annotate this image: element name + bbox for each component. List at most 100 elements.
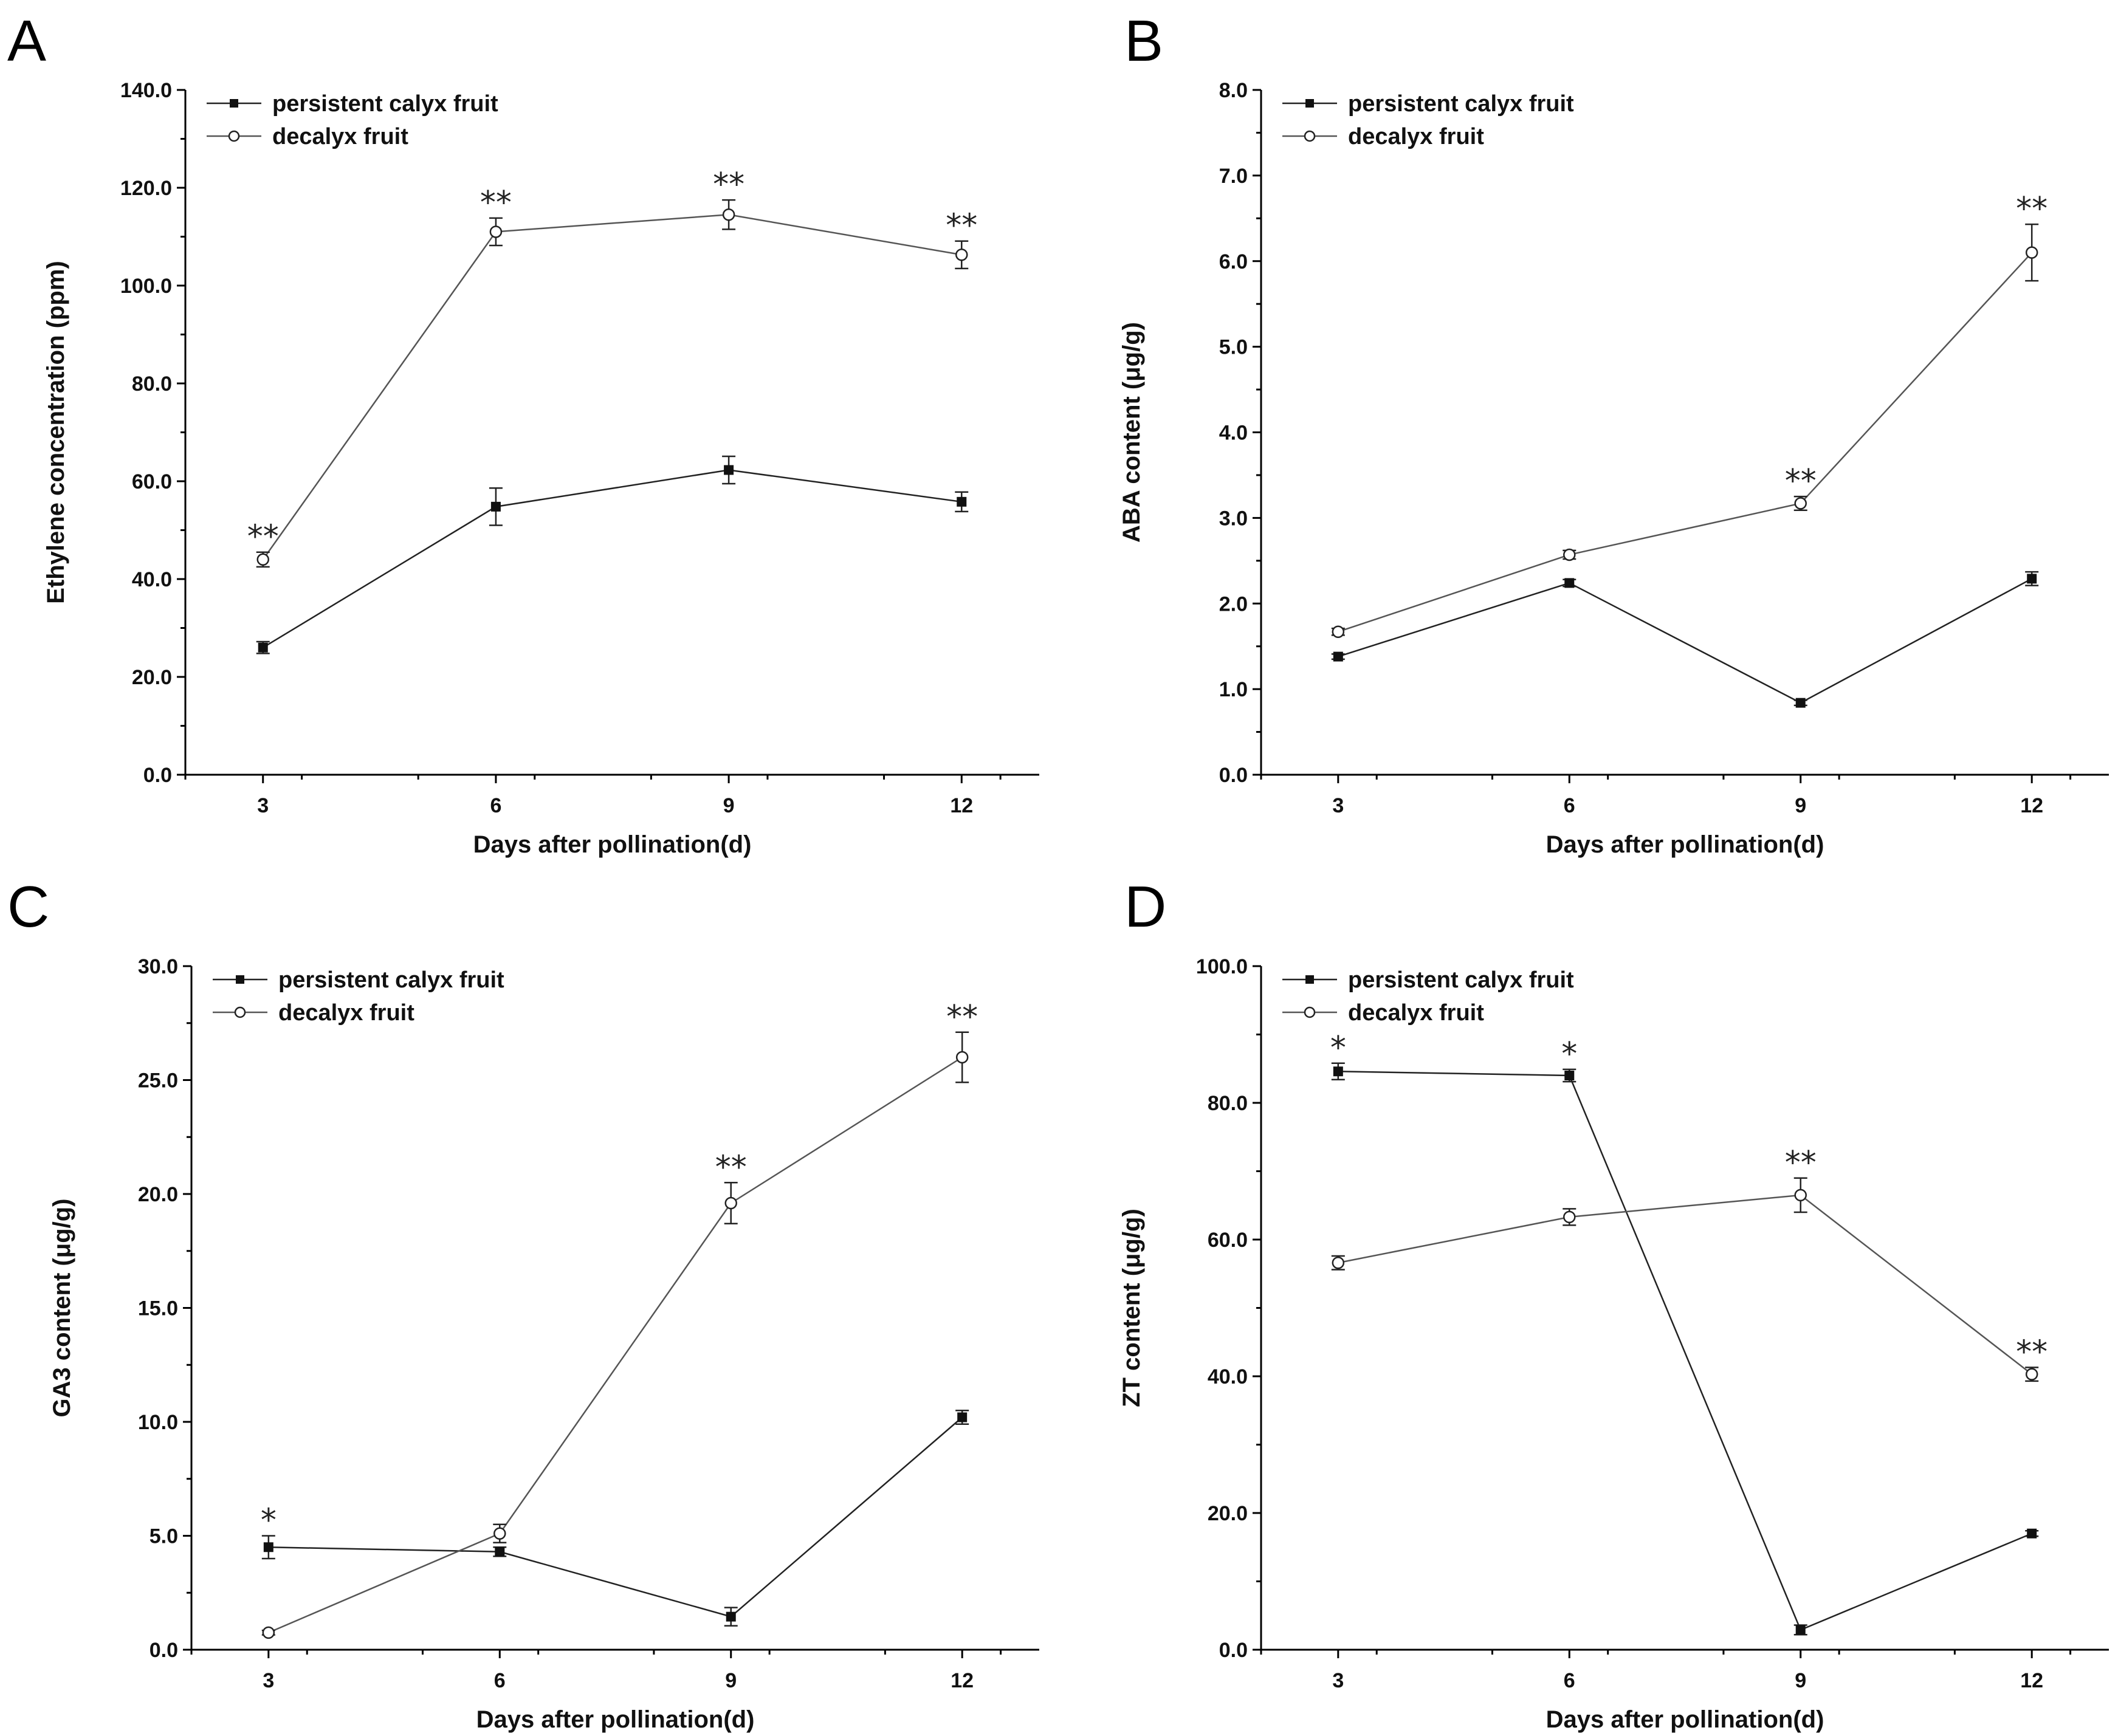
data-point — [256, 553, 269, 566]
series-line — [268, 1416, 963, 1618]
x-tick-label: 12 — [951, 1669, 974, 1692]
data-point — [1564, 578, 1575, 588]
y-axis-title: ZT content (μg/g) — [1118, 1209, 1145, 1407]
chart-panel-a: A 0.0 20.0 40.0 60.0 80.0 100.0 120.0 140.0 3 6 9 12… — [7, 9, 1039, 858]
data-point — [957, 496, 967, 507]
significance-marker: ** — [715, 1149, 747, 1185]
data-point — [2027, 574, 2037, 584]
y-tick-label: 0.0 — [150, 1639, 178, 1662]
x-tick-label: 6 — [494, 1669, 506, 1692]
significance-marker: ** — [1785, 463, 1817, 499]
legend-marker — [1304, 1006, 1316, 1018]
series-line — [1338, 1071, 2032, 1631]
x-tick-label: 12 — [2020, 794, 2043, 817]
significance-marker: ** — [480, 185, 512, 221]
data-point — [1564, 1071, 1575, 1080]
data-point — [724, 1196, 737, 1210]
y-axis-title: GA3 content (μg/g) — [49, 1199, 75, 1418]
series-line — [268, 1056, 963, 1634]
data-point — [493, 1527, 506, 1540]
x-axis-title: Days after pollination(d) — [1546, 1706, 1824, 1733]
data-point — [1794, 497, 1807, 510]
data-point — [955, 1051, 969, 1064]
significance-marker: ** — [2016, 191, 2048, 227]
x-tick-label: 9 — [725, 1669, 737, 1692]
y-tick-label: 25.0 — [138, 1069, 178, 1093]
chart-panel-c: C 0.0 5.0 10.0 15.0 20.0 25.0 30.0 3 6 9 12 Days aft… — [7, 874, 1039, 1733]
data-point — [1795, 698, 1806, 708]
y-tick-label: 0.0 — [1219, 764, 1248, 787]
chart-panel-b: B 0.0 1.0 2.0 3.0 4.0 5.0 6.0 7.0 8.0 3 6 9 12 Days af… — [1118, 9, 2109, 858]
data-point — [2025, 246, 2038, 259]
panel-label: C — [7, 874, 49, 939]
x-tick-label: 3 — [1332, 1669, 1344, 1692]
data-point — [722, 208, 735, 221]
y-tick-label: 0.0 — [1219, 1639, 1248, 1662]
x-tick-label: 12 — [2020, 1669, 2043, 1692]
data-point — [489, 225, 503, 238]
legend-label: decalyx fruit — [1348, 124, 1484, 149]
data-point — [1563, 548, 1576, 561]
x-tick-label: 6 — [1564, 794, 1575, 817]
legend-label: decalyx fruit — [272, 124, 408, 149]
significance-marker: ** — [2016, 1334, 2048, 1370]
x-tick-label: 3 — [1332, 794, 1344, 817]
data-point — [495, 1546, 505, 1557]
x-tick-label: 9 — [723, 794, 735, 817]
data-point — [1794, 1189, 1807, 1202]
data-point — [2025, 1368, 2038, 1381]
x-tick-label: 3 — [263, 1669, 274, 1692]
legend-marker — [1305, 99, 1314, 108]
y-tick-label: 30.0 — [138, 955, 178, 978]
data-point — [724, 465, 734, 475]
y-tick-label: 8.0 — [1219, 79, 1248, 102]
x-tick-label: 9 — [1795, 794, 1806, 817]
x-tick-label: 9 — [1795, 1669, 1806, 1692]
y-tick-label: 5.0 — [1219, 336, 1248, 359]
data-point — [726, 1611, 736, 1622]
legend-marker — [228, 130, 240, 142]
legend-marker — [230, 99, 238, 108]
data-point — [1333, 1066, 1343, 1077]
y-tick-label: 10.0 — [138, 1411, 178, 1434]
x-tick-label: 6 — [1564, 1669, 1575, 1692]
series-line — [1338, 1194, 2032, 1375]
y-tick-label: 40.0 — [132, 568, 172, 591]
y-tick-label: 140.0 — [120, 79, 172, 102]
data-point — [1332, 1257, 1345, 1269]
y-tick-label: 7.0 — [1219, 165, 1248, 188]
significance-marker: ** — [247, 519, 279, 555]
y-tick-label: 100.0 — [120, 275, 172, 298]
y-tick-label: 4.0 — [1219, 422, 1248, 445]
y-tick-label: 6.0 — [1219, 250, 1248, 273]
legend-label: decalyx fruit — [1348, 1000, 1484, 1026]
data-point — [490, 501, 501, 512]
y-tick-label: 3.0 — [1219, 507, 1248, 530]
data-point — [1333, 651, 1343, 662]
x-tick-label: 12 — [950, 794, 973, 817]
y-tick-label: 20.0 — [1208, 1502, 1248, 1525]
chart-panel-d: D 0.0 20.0 40.0 60.0 80.0 100.0 3 6 9 12 Days after… — [1118, 874, 2109, 1733]
significance-marker: * — [1561, 1036, 1577, 1072]
y-tick-label: 1.0 — [1219, 678, 1248, 701]
panel-label: A — [7, 9, 46, 74]
significance-marker: * — [1330, 1030, 1346, 1066]
significance-marker: ** — [946, 999, 978, 1035]
data-point — [2027, 1528, 2037, 1539]
y-tick-label: 60.0 — [1208, 1229, 1248, 1252]
y-tick-label: 120.0 — [120, 177, 172, 200]
significance-marker: * — [261, 1503, 277, 1539]
y-tick-label: 80.0 — [1208, 1092, 1248, 1115]
y-tick-label: 20.0 — [138, 1183, 178, 1206]
series-line — [263, 469, 962, 648]
y-tick-label: 20.0 — [132, 666, 172, 689]
y-axis-title: ABA content (μg/g) — [1118, 322, 1145, 543]
y-tick-label: 2.0 — [1219, 592, 1248, 616]
legend-label: decalyx fruit — [278, 1000, 414, 1026]
x-axis-title: Days after pollination(d) — [1546, 831, 1824, 858]
legend-marker — [1305, 975, 1314, 984]
legend-marker — [234, 1006, 246, 1018]
significance-marker: ** — [713, 166, 744, 203]
data-point — [1795, 1625, 1806, 1635]
legend-label: persistent calyx fruit — [278, 967, 504, 993]
